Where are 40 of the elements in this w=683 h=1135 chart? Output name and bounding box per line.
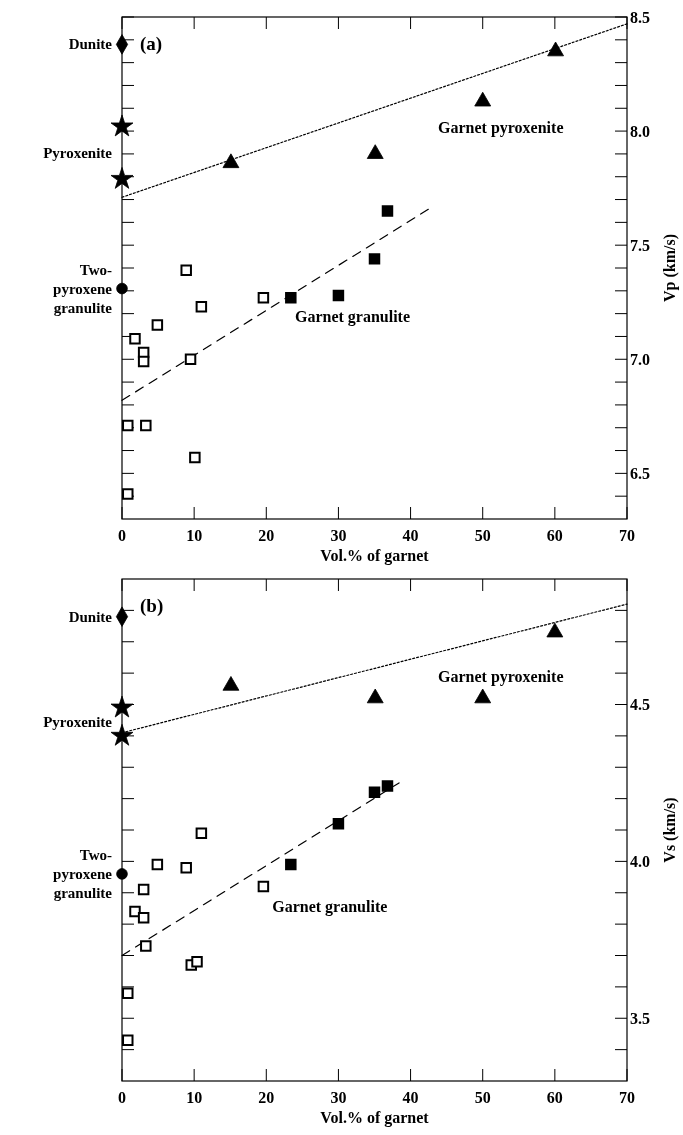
legend-label: Pyroxenite [43,144,113,161]
x-tick-label: 50 [474,527,491,544]
x-tick-label: 70 [619,1089,635,1106]
x-tick-label: 20 [258,527,275,544]
legend-label: Two-pyroxene granulite [53,261,113,316]
y-tick-label: 4.0 [630,852,650,870]
x-tick-label: 10 [186,527,203,544]
y-tick-label: 4.5 [630,696,650,713]
x-tick-label: 60 [546,527,563,544]
series-label: Garnet granulite [294,308,411,327]
series-label: Garnet pyroxenite [438,667,564,686]
x-tick-label: 0 [118,1089,126,1106]
y-tick-label: 6.5 [630,464,650,482]
y-axis-title: Vs (km/s) [661,797,679,863]
y-axis-title: Vp (km/s) [661,233,679,303]
x-axis-title: Vol.% of garnet [320,547,430,565]
y-tick-label: 8.0 [630,122,650,140]
y-tick-label: 3.5 [630,1009,650,1027]
annotation: (a) [140,32,163,55]
x-axis-title: Vol.% of garnet [320,1109,430,1127]
y-tick-label: 7.5 [630,236,650,254]
series-label: Pyroxenite [43,713,113,730]
x-tick-label: 30 [330,527,347,544]
x-tick-label: 40 [402,527,419,544]
x-tick-label: 20 [258,1089,275,1106]
legend-label: Dunite [68,36,113,53]
legend-label: Dunite [68,608,113,625]
series-label: Garnet granulite [272,897,388,916]
y-tick-label: 8.5 [630,8,650,26]
x-tick-label: 50 [474,1089,491,1106]
y-tick-label: 7.0 [630,350,650,368]
legend-label: Two-pyroxene granulite [53,846,113,901]
x-tick-label: 40 [402,1089,419,1106]
x-tick-label: 0 [118,527,126,544]
x-tick-label: 10 [186,1089,203,1106]
x-tick-label: 70 [619,527,635,544]
x-tick-label: 30 [330,1089,347,1106]
annotation: (b) [140,594,164,617]
series-label: Garnet pyroxenite [438,118,564,137]
x-tick-label: 60 [546,1089,563,1106]
